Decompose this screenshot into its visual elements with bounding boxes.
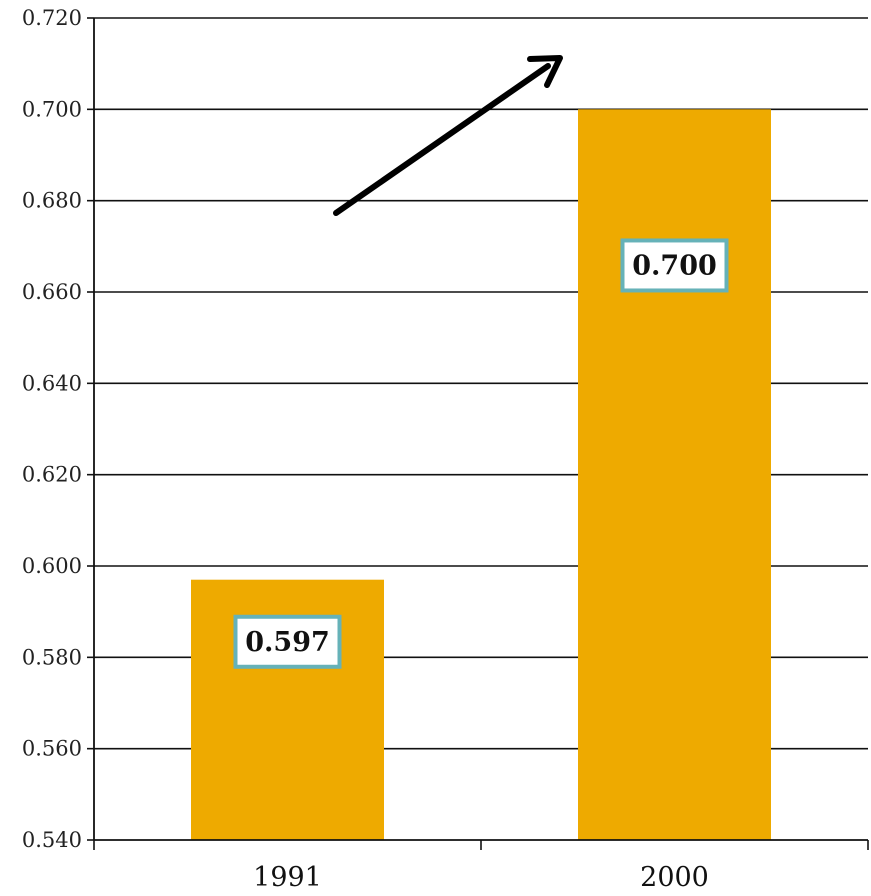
trend-arrow-head [527,55,563,88]
x-category-label: 1991 [253,862,322,893]
data-label: 0.700 [632,250,717,281]
x-category-label: 2000 [640,862,709,893]
y-tick-label: 0.720 [22,6,82,30]
data-label: 0.597 [245,627,330,658]
axes [87,17,869,850]
y-tick-label: 0.540 [22,828,82,852]
bar-2000 [578,109,771,841]
trend-arrow [333,63,551,216]
y-tick-label: 0.600 [22,554,82,578]
data-labels: 0.597 0.700 [233,238,729,669]
y-tick-label: 0.560 [22,737,82,761]
y-tick-label: 0.660 [22,280,82,304]
data-label-box [233,614,342,669]
y-tick-label: 0.700 [22,97,82,121]
y-tick-label: 0.620 [22,463,82,487]
y-tick-label: 0.580 [22,645,82,669]
y-axis-tick-labels: 0.540 0.560 0.580 0.600 0.620 0.640 0.660 0.680… [22,6,82,852]
x-axis-category-labels: 1991 2000 [253,862,709,893]
y-tick-label: 0.640 [22,371,82,395]
data-label-box [620,238,729,293]
y-tick-label: 0.680 [22,189,82,213]
annotations [333,55,563,216]
